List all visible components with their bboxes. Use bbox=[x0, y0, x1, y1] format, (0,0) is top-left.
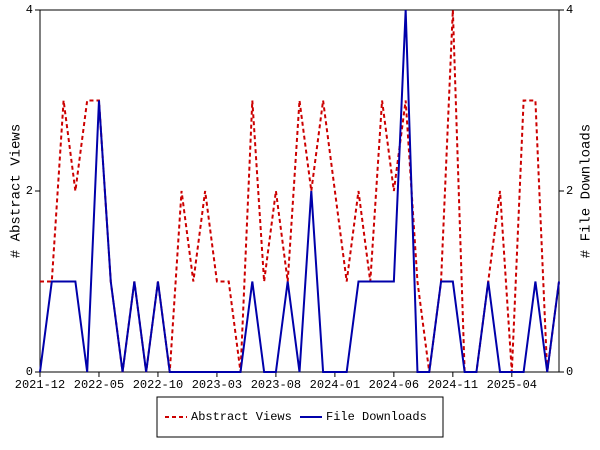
y2-axis-label: # File Downloads bbox=[579, 124, 595, 258]
x-tick-label: 2024-06 bbox=[369, 378, 419, 392]
legend-label: Abstract Views bbox=[191, 410, 292, 424]
y-tick-label: 0 bbox=[26, 365, 33, 379]
y2-tick-label: 4 bbox=[566, 3, 573, 17]
x-tick-label: 2022-10 bbox=[133, 378, 183, 392]
x-tick-label: 2025-04 bbox=[487, 378, 537, 392]
series-line bbox=[39, 9, 560, 373]
x-tick-label: 2023-08 bbox=[251, 378, 301, 392]
x-tick-label: 2024-11 bbox=[428, 378, 478, 392]
legend-label: File Downloads bbox=[326, 410, 427, 424]
plot-frame bbox=[39, 9, 560, 373]
y2-tick-label: 2 bbox=[566, 184, 573, 198]
x-tick-label: 2024-01 bbox=[310, 378, 360, 392]
y-tick-label: 2 bbox=[26, 184, 33, 198]
y-tick-label: 4 bbox=[26, 3, 33, 17]
x-tick-label: 2021-12 bbox=[15, 378, 65, 392]
x-tick-label: 2023-03 bbox=[192, 378, 242, 392]
x-tick-label: 2022-05 bbox=[74, 378, 124, 392]
y-axis-label: # Abstract Views bbox=[9, 124, 25, 258]
y2-tick-label: 0 bbox=[566, 365, 573, 379]
